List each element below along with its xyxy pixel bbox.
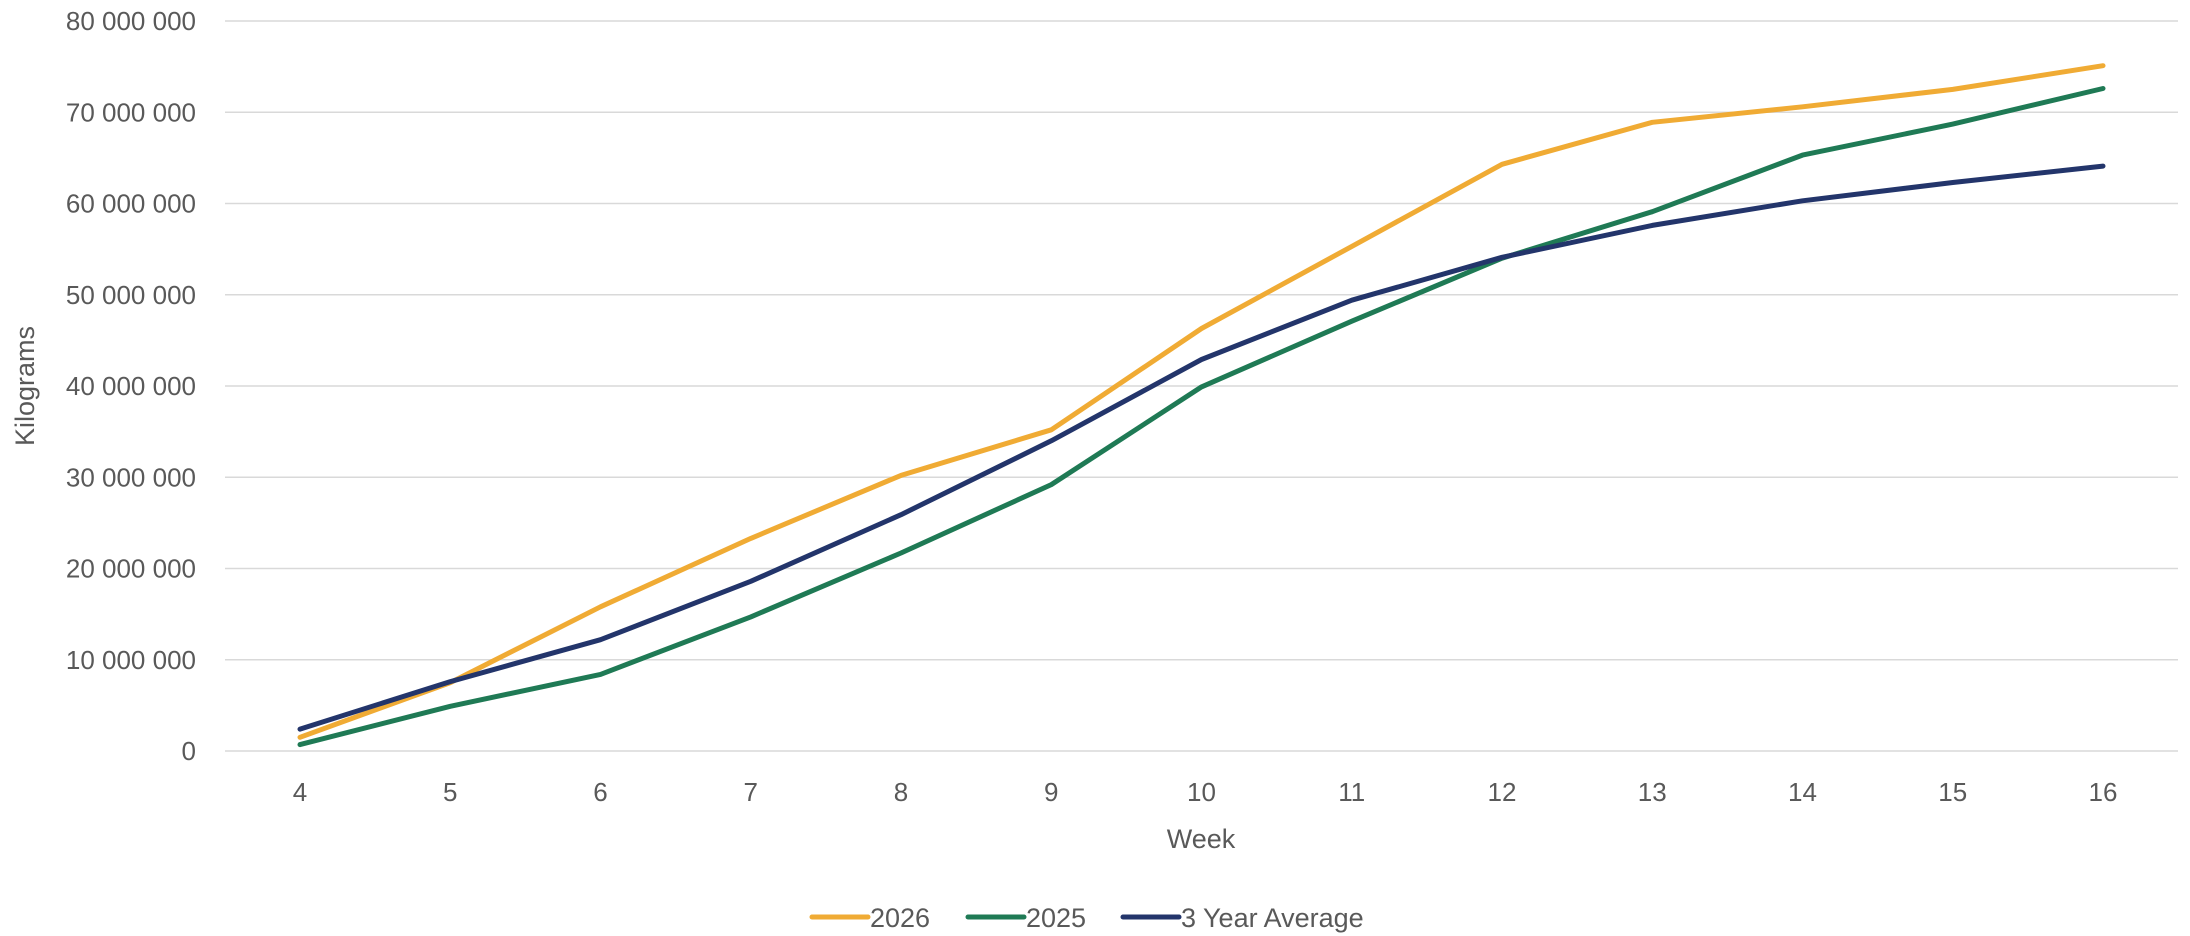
x-tick-label: 7 <box>744 777 758 807</box>
x-tick-label: 15 <box>1938 777 1967 807</box>
y-tick-label: 0 <box>182 736 196 766</box>
series-line-2 <box>297 86 2106 748</box>
y-tick-label: 20 000 000 <box>66 554 196 584</box>
y-tick-label: 80 000 000 <box>66 6 196 36</box>
y-axis-tick-labels: 0 10 000 000 20 000 000 30 000 000 40 000 00… <box>66 6 196 766</box>
x-axis-tick-labels: 4 5 6 7 8 9 10 11 12 13 14 15 16 <box>293 777 2118 807</box>
y-tick-label: 30 000 000 <box>66 462 196 492</box>
legend-label: 2025 <box>1026 903 1086 933</box>
series-lines <box>297 63 2106 748</box>
x-tick-label: 4 <box>293 777 307 807</box>
legend-label: 2026 <box>870 903 930 933</box>
y-axis-title: Kilograms <box>10 326 40 446</box>
y-tick-label: 60 000 000 <box>66 189 196 219</box>
x-tick-label: 11 <box>1338 777 1365 807</box>
x-tick-label: 10 <box>1187 777 1216 807</box>
series-line-3 <box>297 163 2106 732</box>
x-tick-label: 12 <box>1488 777 1517 807</box>
y-tick-label: 10 000 000 <box>66 645 196 675</box>
x-tick-label: 9 <box>1044 777 1058 807</box>
x-tick-label: 16 <box>2089 777 2118 807</box>
y-tick-label: 70 000 000 <box>66 97 196 127</box>
x-tick-label: 13 <box>1638 777 1667 807</box>
y-tick-label: 50 000 000 <box>66 280 196 310</box>
x-tick-label: 14 <box>1788 777 1817 807</box>
series-line-1 <box>297 63 2106 740</box>
x-tick-label: 8 <box>894 777 908 807</box>
x-tick-label: 5 <box>443 777 457 807</box>
x-axis-title: Week <box>1167 824 1236 854</box>
x-tick-label: 6 <box>593 777 607 807</box>
legend-label: 3 Year Average <box>1181 903 1364 933</box>
legend: 2026 2025 3 Year Average <box>809 903 1364 933</box>
y-tick-label: 40 000 000 <box>66 371 196 401</box>
